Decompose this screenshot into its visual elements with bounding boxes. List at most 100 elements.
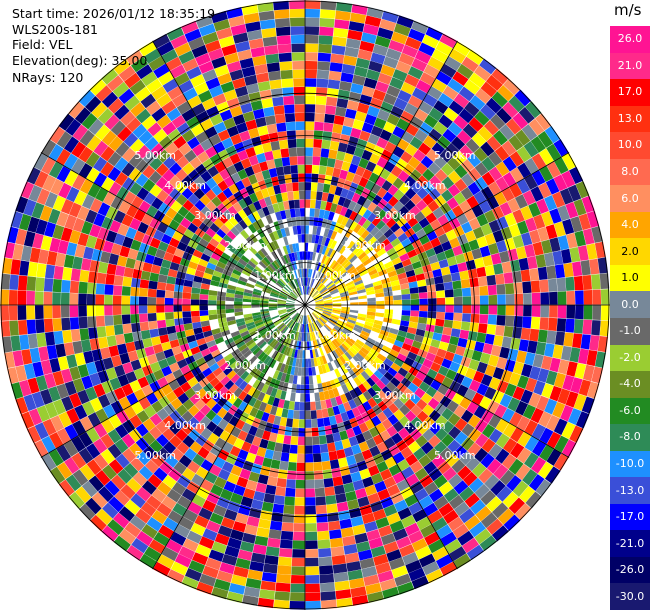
ppi-gate: [308, 234, 313, 243]
ppi-gate: [249, 407, 259, 418]
ppi-gate: [170, 398, 183, 410]
ppi-gate: [131, 56, 148, 73]
ppi-gate: [305, 453, 314, 463]
ppi-gate: [476, 266, 487, 278]
ppi-gate: [70, 329, 81, 342]
ppi-gate: [418, 311, 428, 318]
ppi-gate: [223, 353, 234, 362]
ppi-gate: [549, 357, 561, 373]
ppi-gate: [376, 264, 386, 273]
ppi-gate: [155, 176, 169, 190]
ppi-gate: [252, 268, 262, 276]
ppi-gate: [41, 139, 57, 157]
ppi-gate: [279, 539, 293, 549]
ppi-gate: [423, 461, 437, 475]
ppi-gate: [452, 523, 469, 539]
ppi-gate: [146, 205, 158, 218]
ppi-gate: [220, 224, 230, 235]
ppi-gate: [241, 269, 251, 277]
ppi-gate: [232, 334, 242, 342]
ppi-gate: [104, 114, 120, 130]
ppi-gate: [332, 194, 341, 205]
ppi-gate: [292, 418, 299, 428]
azimuth-spoke: [40, 152, 306, 306]
ppi-gate: [321, 364, 327, 374]
ppi-gate: [149, 413, 163, 426]
ppi-gate: [209, 85, 224, 98]
ppi-gate: [529, 268, 540, 281]
ppi-gate: [419, 72, 436, 86]
ppi-gate: [305, 121, 315, 131]
ppi-gate: [300, 324, 303, 333]
ppi-gate: [161, 233, 172, 245]
ppi-gate: [468, 428, 482, 442]
ppi-gate: [279, 548, 293, 558]
ppi-gate: [141, 213, 154, 226]
ppi-gate: [317, 383, 324, 393]
ppi-gate: [139, 553, 157, 569]
ppi-gate: [372, 280, 382, 287]
ppi-gate: [418, 317, 428, 324]
ppi-gate: [93, 454, 109, 470]
ppi-gate: [323, 310, 332, 315]
ppi-gate: [491, 91, 508, 108]
ppi-gate: [539, 279, 549, 293]
ppi-gate: [364, 233, 374, 243]
ppi-gate: [294, 366, 299, 376]
ppi-gate: [162, 121, 177, 136]
ppi-gate: [528, 474, 545, 491]
ppi-gate: [337, 376, 346, 386]
ppi-gate: [441, 407, 454, 421]
ppi-gate: [221, 554, 238, 566]
ppi-gate: [291, 566, 305, 576]
ppi-gate: [329, 140, 340, 151]
ppi-gate: [471, 248, 483, 260]
ppi-gate: [141, 115, 157, 130]
ppi-gate: [404, 494, 419, 507]
ppi-gate: [453, 288, 463, 297]
ppi-gate: [444, 289, 454, 298]
ppi-gate: [38, 346, 49, 362]
ppi-gate: [117, 343, 128, 355]
ppi-gate: [65, 119, 82, 136]
ppi-gate: [182, 399, 195, 411]
ppi-gate: [447, 516, 464, 532]
ppi-gate: [297, 269, 301, 278]
ppi-gate: [101, 68, 119, 85]
ppi-gate: [333, 338, 341, 347]
ppi-gate: [329, 459, 340, 470]
ppi-gate: [299, 323, 302, 333]
ppi-gate: [285, 182, 293, 192]
ppi-gate: [480, 186, 494, 200]
ppi-gate: [362, 219, 372, 230]
ppi-gate: [332, 303, 342, 305]
ppi-gate: [541, 211, 554, 227]
ppi-gate: [263, 563, 278, 574]
ppi-gate: [253, 491, 265, 502]
ppi-gate: [184, 211, 196, 223]
ppi-gate: [151, 453, 165, 468]
ppi-gate: [499, 393, 513, 408]
ppi-gate: [192, 552, 209, 566]
ppi-gate: [286, 338, 292, 347]
ppi-gate: [93, 172, 108, 188]
ppi-gate: [356, 285, 366, 291]
ppi-gate: [260, 295, 270, 300]
ppi-gate: [181, 108, 196, 122]
ppi-gate: [119, 528, 136, 545]
ppi-gate: [260, 465, 271, 476]
ppi-gate: [108, 253, 119, 265]
ppi-gate: [357, 266, 367, 274]
ppi-gate: [212, 173, 224, 185]
ppi-gate: [546, 330, 557, 345]
ppi-gate: [335, 337, 343, 345]
ppi-gate: [225, 308, 235, 314]
ppi-gate: [142, 165, 156, 179]
ppi-gate: [131, 322, 141, 333]
ppi-gate: [322, 469, 333, 479]
ppi-gate: [318, 548, 332, 558]
ppi-gate: [234, 308, 243, 313]
ppi-gate: [430, 261, 441, 271]
ppi-gate: [517, 162, 532, 179]
ppi-gate: [486, 74, 503, 91]
